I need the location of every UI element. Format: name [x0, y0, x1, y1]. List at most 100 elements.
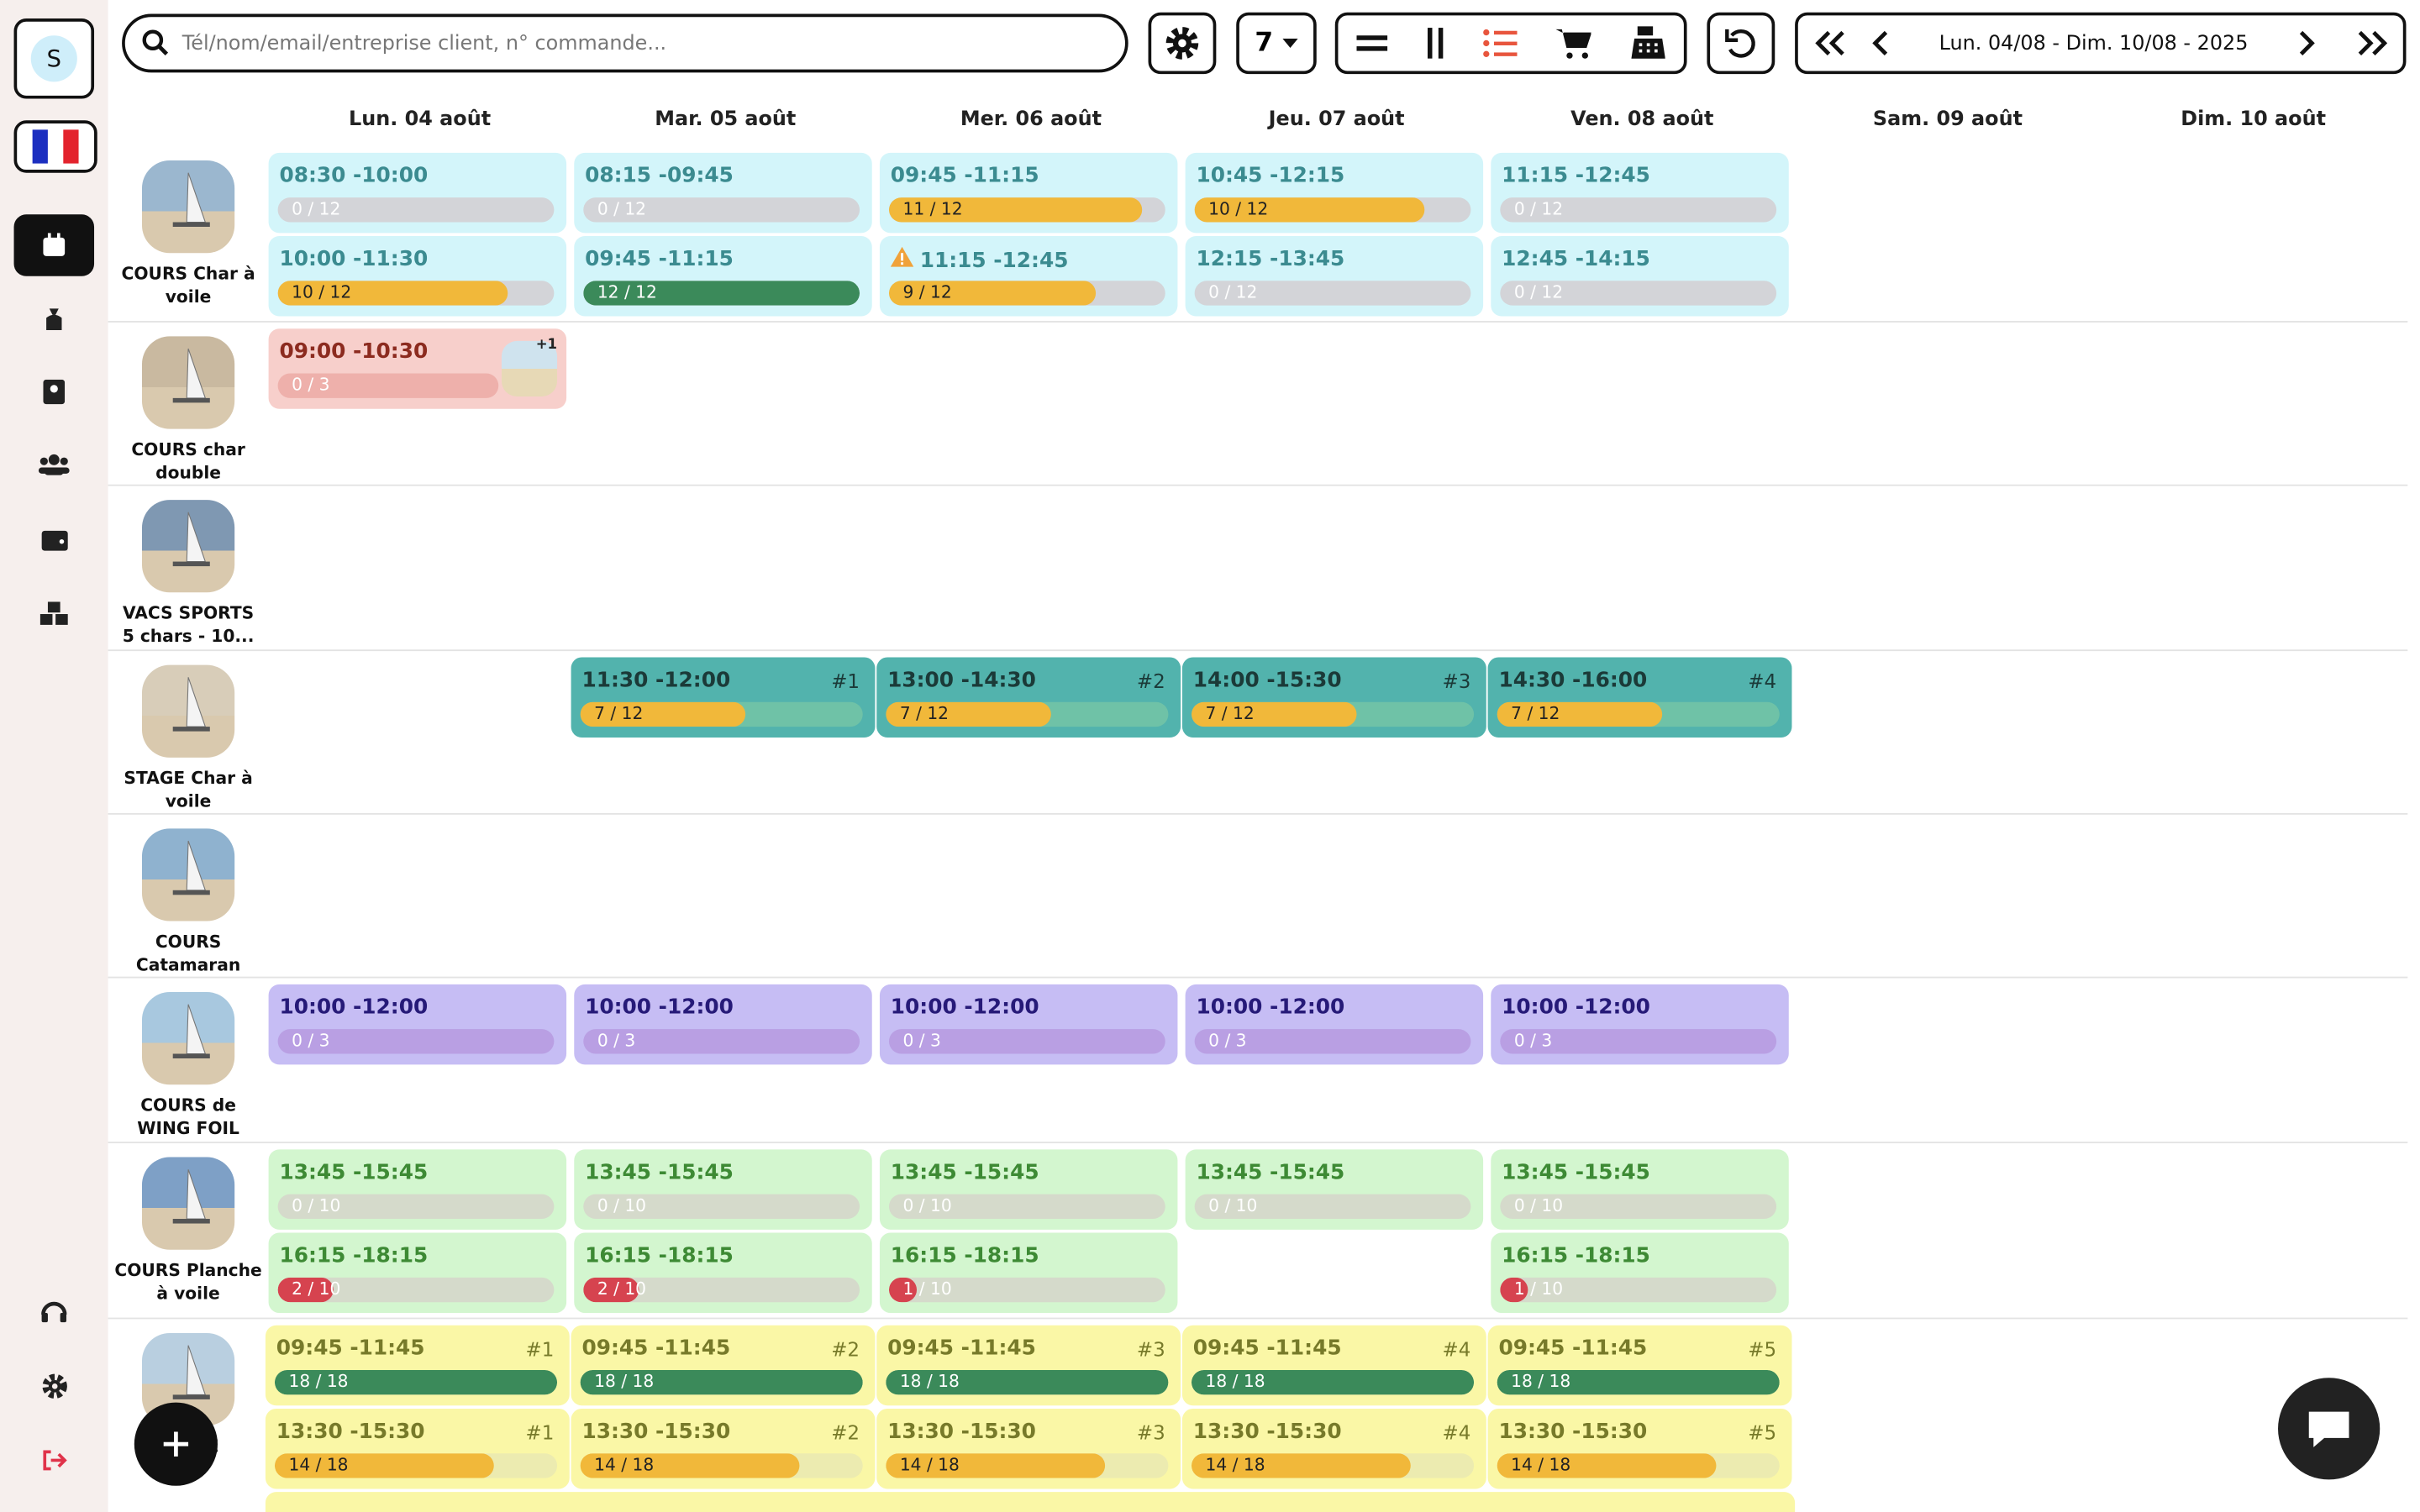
language-button[interactable]	[13, 120, 97, 173]
wallet-nav[interactable]	[41, 529, 68, 551]
day-header: Dim. 10 août	[2181, 108, 2326, 132]
capacity-bar: 7 / 12	[886, 701, 1169, 727]
prev-period[interactable]	[1815, 30, 1849, 55]
session-slot[interactable]: 08:30 -10:00 0 / 12	[268, 152, 567, 234]
session-slot[interactable]: 10:00 -12:00 0 / 3	[1185, 984, 1484, 1065]
view-list[interactable]	[1483, 29, 1518, 57]
register-button[interactable]	[1630, 26, 1665, 60]
session-slot[interactable]: 14:00 -15:30 #3 7 / 12	[1181, 657, 1486, 738]
session-slot[interactable]: 13:30 -15:30 #3 14 / 18	[876, 1408, 1181, 1489]
session-slot[interactable]: 09:45 -11:45 #2 18 / 18	[571, 1325, 876, 1406]
session-slot[interactable]: 12:15 -13:45 0 / 12	[1185, 236, 1484, 317]
session-slot[interactable]: 09:45 -11:45 #4 18 / 18	[1181, 1325, 1486, 1406]
refresh-button[interactable]	[1707, 12, 1776, 75]
chat-button[interactable]	[2278, 1378, 2381, 1480]
session-tag: #3	[1442, 669, 1471, 693]
capacity-bar: 0 / 12	[277, 197, 555, 223]
session-slot[interactable]: 16:15 -18:15 1 / 10	[1491, 1232, 1789, 1314]
time-text: 13:30 -15:30	[887, 1419, 1036, 1445]
next-week[interactable]	[2298, 30, 2317, 55]
session-slot[interactable]: 16:15 -18:15 1 / 10	[879, 1232, 1178, 1314]
row-separator	[108, 321, 2408, 323]
session-slot[interactable]: 13:30 -15:30 #5 14 / 18	[1487, 1408, 1792, 1489]
capacity-bar: 0 / 12	[1194, 281, 1471, 306]
session-slot[interactable]: 11:30 -12:00 #1 7 / 12	[571, 657, 876, 738]
time-text: 10:00 -12:00	[585, 995, 734, 1021]
session-slot[interactable]: 16:15 -18:15 2 / 10	[268, 1232, 567, 1314]
prev-week[interactable]	[1870, 30, 1889, 55]
session-slot[interactable]: 13:45 -15:45 0 / 10	[1491, 1149, 1789, 1230]
chat-icon	[2308, 1411, 2349, 1447]
capacity-bar: 7 / 12	[580, 701, 863, 727]
capacity-fill	[1194, 197, 1425, 223]
session-slot[interactable]: 10:00 -12:00 0 / 3	[574, 984, 872, 1065]
session-time: 09:45 -11:45	[276, 1336, 425, 1361]
time-text: 11:15 -12:45	[919, 248, 1069, 274]
products-nav[interactable]	[39, 601, 68, 626]
session-slot[interactable]: 13:30 -15:30 #2 14 / 18	[571, 1408, 876, 1489]
session-slot[interactable]: 14:30 -16:00 #4 7 / 12	[1487, 657, 1792, 738]
session-slot[interactable]: 13:45 -15:45 0 / 10	[574, 1149, 872, 1230]
session-slot[interactable]: 09:45 -11:45 #1 18 / 18	[265, 1325, 570, 1406]
session-slot[interactable]: 09:45 -11:15 12 / 12	[574, 236, 872, 317]
session-slot[interactable]: 12:45 -14:15 0 / 12	[1491, 236, 1789, 317]
capacity-fill	[888, 281, 1097, 306]
session-slot[interactable]: 10:45 -12:15 10 / 12	[1185, 152, 1484, 234]
session-slot[interactable]: 13:45 -15:45 0 / 10	[879, 1149, 1178, 1230]
session-slot[interactable]: 11:15 -12:45 9 / 12	[879, 236, 1178, 317]
capacity-count: 0 / 10	[1513, 1195, 1564, 1216]
session-slot[interactable]: 11:15 -12:45 0 / 12	[1491, 152, 1789, 234]
row-separator	[108, 812, 2408, 815]
session-time: 08:15 -09:45	[585, 164, 734, 188]
session-slot[interactable]: 16:15 -18:15 2 / 10	[574, 1232, 872, 1314]
session-slot[interactable]: 13:30 -15:30 #1 14 / 18	[265, 1408, 570, 1489]
session-slot[interactable]: 10:00 -11:30 10 / 12	[268, 236, 567, 317]
capacity-fill	[1191, 1370, 1475, 1395]
session-slot[interactable]: 13:00 -14:30 #2 7 / 12	[876, 657, 1181, 738]
support-nav[interactable]	[40, 1299, 68, 1324]
settings-button[interactable]	[1148, 12, 1217, 75]
session-time: 13:45 -15:45	[891, 1160, 1039, 1184]
customers-nav[interactable]	[38, 454, 70, 475]
view-columns[interactable]	[1426, 28, 1444, 59]
capacity-count: 9 / 12	[902, 282, 952, 303]
session-slot[interactable]: 10:00 -12:00 0 / 3	[1491, 984, 1789, 1065]
session-slot[interactable]: 13:45 -15:45 0 / 10	[1185, 1149, 1484, 1230]
time-text: 09:00 -10:30	[279, 339, 429, 365]
session-slot[interactable]: 10:00 -12:00 0 / 3	[879, 984, 1178, 1065]
days-select[interactable]: 7	[1236, 12, 1317, 75]
search-box[interactable]: Tél/nom/email/entreprise client, n° comm…	[122, 13, 1128, 73]
sales-nav[interactable]	[42, 306, 66, 333]
session-slot[interactable]: 13:30 -15:30 #4 14 / 18	[1181, 1408, 1486, 1489]
calendar-nav[interactable]	[13, 214, 95, 276]
cart-button[interactable]	[1555, 26, 1592, 60]
capacity-bar: 0 / 12	[1500, 281, 1777, 306]
capacity-fill	[583, 1277, 639, 1303]
session-time: 13:45 -15:45	[279, 1160, 428, 1184]
time-text: 13:30 -15:30	[1498, 1419, 1648, 1445]
photo-sail	[172, 512, 210, 567]
photo-sail	[172, 1004, 210, 1059]
view-rows[interactable]	[1357, 34, 1388, 52]
session-slot[interactable]: 09:45 -11:15 11 / 12	[879, 152, 1178, 234]
session-time: 10:00 -12:00	[1502, 995, 1650, 1020]
session-slot[interactable]: 09:00 -10:30 0 / 3 +1	[268, 328, 567, 409]
add-button[interactable]	[134, 1402, 218, 1486]
logout-nav[interactable]	[42, 1449, 68, 1473]
avatar-button[interactable]: S	[13, 18, 95, 99]
session-slot[interactable]: 13:45 -15:45 0 / 10	[268, 1149, 567, 1230]
next-period[interactable]	[2354, 30, 2388, 55]
session-slot[interactable]: 09:45 -11:45 #3 18 / 18	[876, 1325, 1181, 1406]
session-slot-partial[interactable]	[265, 1492, 1796, 1512]
session-slot[interactable]: 08:15 -09:45 0 / 12	[574, 152, 872, 234]
activity-name: COURS Planche à voile	[114, 1260, 262, 1305]
capacity-bar: 0 / 3	[888, 1029, 1165, 1054]
session-time: 11:15 -12:45	[1502, 164, 1650, 188]
settings-nav[interactable]	[42, 1373, 68, 1399]
contacts-nav[interactable]	[43, 379, 66, 405]
time-text: 10:45 -12:15	[1196, 163, 1345, 189]
capacity-bar: 1 / 10	[888, 1277, 1165, 1303]
session-slot[interactable]: 09:45 -11:45 #5 18 / 18	[1487, 1325, 1792, 1406]
session-time: 12:15 -13:45	[1196, 247, 1344, 271]
session-slot[interactable]: 10:00 -12:00 0 / 3	[268, 984, 567, 1065]
